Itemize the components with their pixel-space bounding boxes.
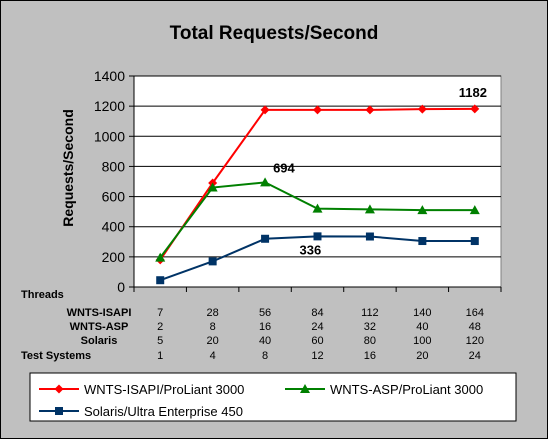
data-point	[260, 177, 271, 187]
table-cell: 60	[311, 335, 323, 347]
y-tick-label: 600	[102, 189, 126, 205]
table-cell: 20	[416, 350, 428, 362]
y-tick-label: 800	[102, 158, 126, 174]
table-cell: 12	[311, 350, 323, 362]
data-point	[207, 182, 218, 192]
table-cell: 1	[157, 350, 163, 362]
series-layer	[155, 104, 480, 285]
table-cell: 24	[469, 350, 481, 362]
table-cell: 40	[416, 321, 428, 333]
data-point	[470, 237, 479, 246]
table-cell: 20	[207, 335, 219, 347]
table-cell: 16	[364, 350, 376, 362]
table-cell: 120	[466, 335, 484, 347]
data-point	[365, 232, 374, 241]
table-cell: 48	[469, 321, 481, 333]
y-axis-ticks: 0 200 400 600 800 1000 1200 1400	[94, 68, 502, 295]
series-3	[156, 232, 479, 285]
table-row-label: WNTS-ASP	[70, 321, 129, 333]
legend-label: WNTS-ASP/ProLiant 3000	[330, 382, 483, 397]
data-point	[156, 276, 165, 285]
table-cell: 7	[157, 307, 163, 319]
table-cell: 28	[207, 307, 219, 319]
y-tick-label: 400	[102, 219, 126, 235]
annotations: 1182 694 336	[273, 85, 487, 258]
table-cell: 84	[311, 307, 323, 319]
legend-swatch-marker	[300, 384, 310, 393]
table-cell: 2	[157, 321, 163, 333]
table-cell: 112	[361, 307, 379, 319]
legend-swatch-marker	[55, 407, 63, 415]
legend-box	[29, 372, 517, 422]
data-point	[312, 203, 323, 213]
legend-entry: Solaris/Ultra Enterprise 450	[39, 404, 243, 419]
data-point	[417, 205, 428, 215]
chart-title: Total Requests/Second	[170, 23, 379, 44]
data-label: 1182	[459, 85, 487, 100]
legend-swatch-marker	[54, 384, 64, 394]
y-tick-label: 1200	[94, 98, 125, 114]
data-label: 336	[300, 242, 322, 257]
data-point	[418, 237, 427, 246]
data-point	[364, 204, 375, 214]
table-cell: 24	[311, 321, 323, 333]
table-cell: 100	[413, 335, 431, 347]
table-row-label: Solaris	[81, 335, 118, 347]
table-cell: 80	[364, 335, 376, 347]
y-tick-label: 1000	[94, 128, 125, 144]
legend: WNTS-ISAPI/ProLiant 3000 WNTS-ASP/ProLian…	[29, 372, 517, 422]
data-point	[260, 105, 270, 115]
table-header: Threads	[21, 289, 64, 301]
y-tick-label: 1400	[94, 68, 125, 84]
data-point	[208, 257, 217, 266]
data-point	[469, 205, 480, 215]
legend-label: Solaris/Ultra Enterprise 450	[84, 404, 243, 419]
table-cell: 5	[157, 335, 163, 347]
legend-label: WNTS-ISAPI/ProLiant 3000	[84, 382, 244, 397]
table-cell: 40	[259, 335, 271, 347]
data-point	[470, 104, 480, 114]
table-cell: 140	[413, 307, 431, 319]
y-tick-label: 200	[102, 249, 126, 265]
table-row-label: WNTS-ISAPI	[67, 307, 132, 319]
data-point	[417, 104, 427, 114]
data-point	[313, 105, 322, 115]
data-label: 694	[273, 160, 295, 175]
data-point	[261, 234, 270, 243]
table-cell: 4	[210, 350, 216, 362]
y-tick-label: 0	[117, 279, 125, 295]
data-point	[313, 232, 322, 241]
legend-entry: WNTS-ASP/ProLiant 3000	[285, 382, 483, 397]
y-axis-label: Requests/Second	[60, 109, 76, 226]
data-point	[365, 105, 375, 115]
table-cell: 8	[210, 321, 216, 333]
legend-entry: WNTS-ISAPI/ProLiant 3000	[39, 382, 244, 397]
table-cell: 164	[466, 307, 484, 319]
data-point	[155, 252, 166, 262]
series-2	[155, 177, 480, 262]
table-footer-label: Test Systems	[21, 350, 91, 362]
table-cell: 16	[259, 321, 271, 333]
table-cell: 8	[262, 350, 268, 362]
table-cell: 56	[259, 307, 271, 319]
table-cell: 32	[364, 321, 376, 333]
